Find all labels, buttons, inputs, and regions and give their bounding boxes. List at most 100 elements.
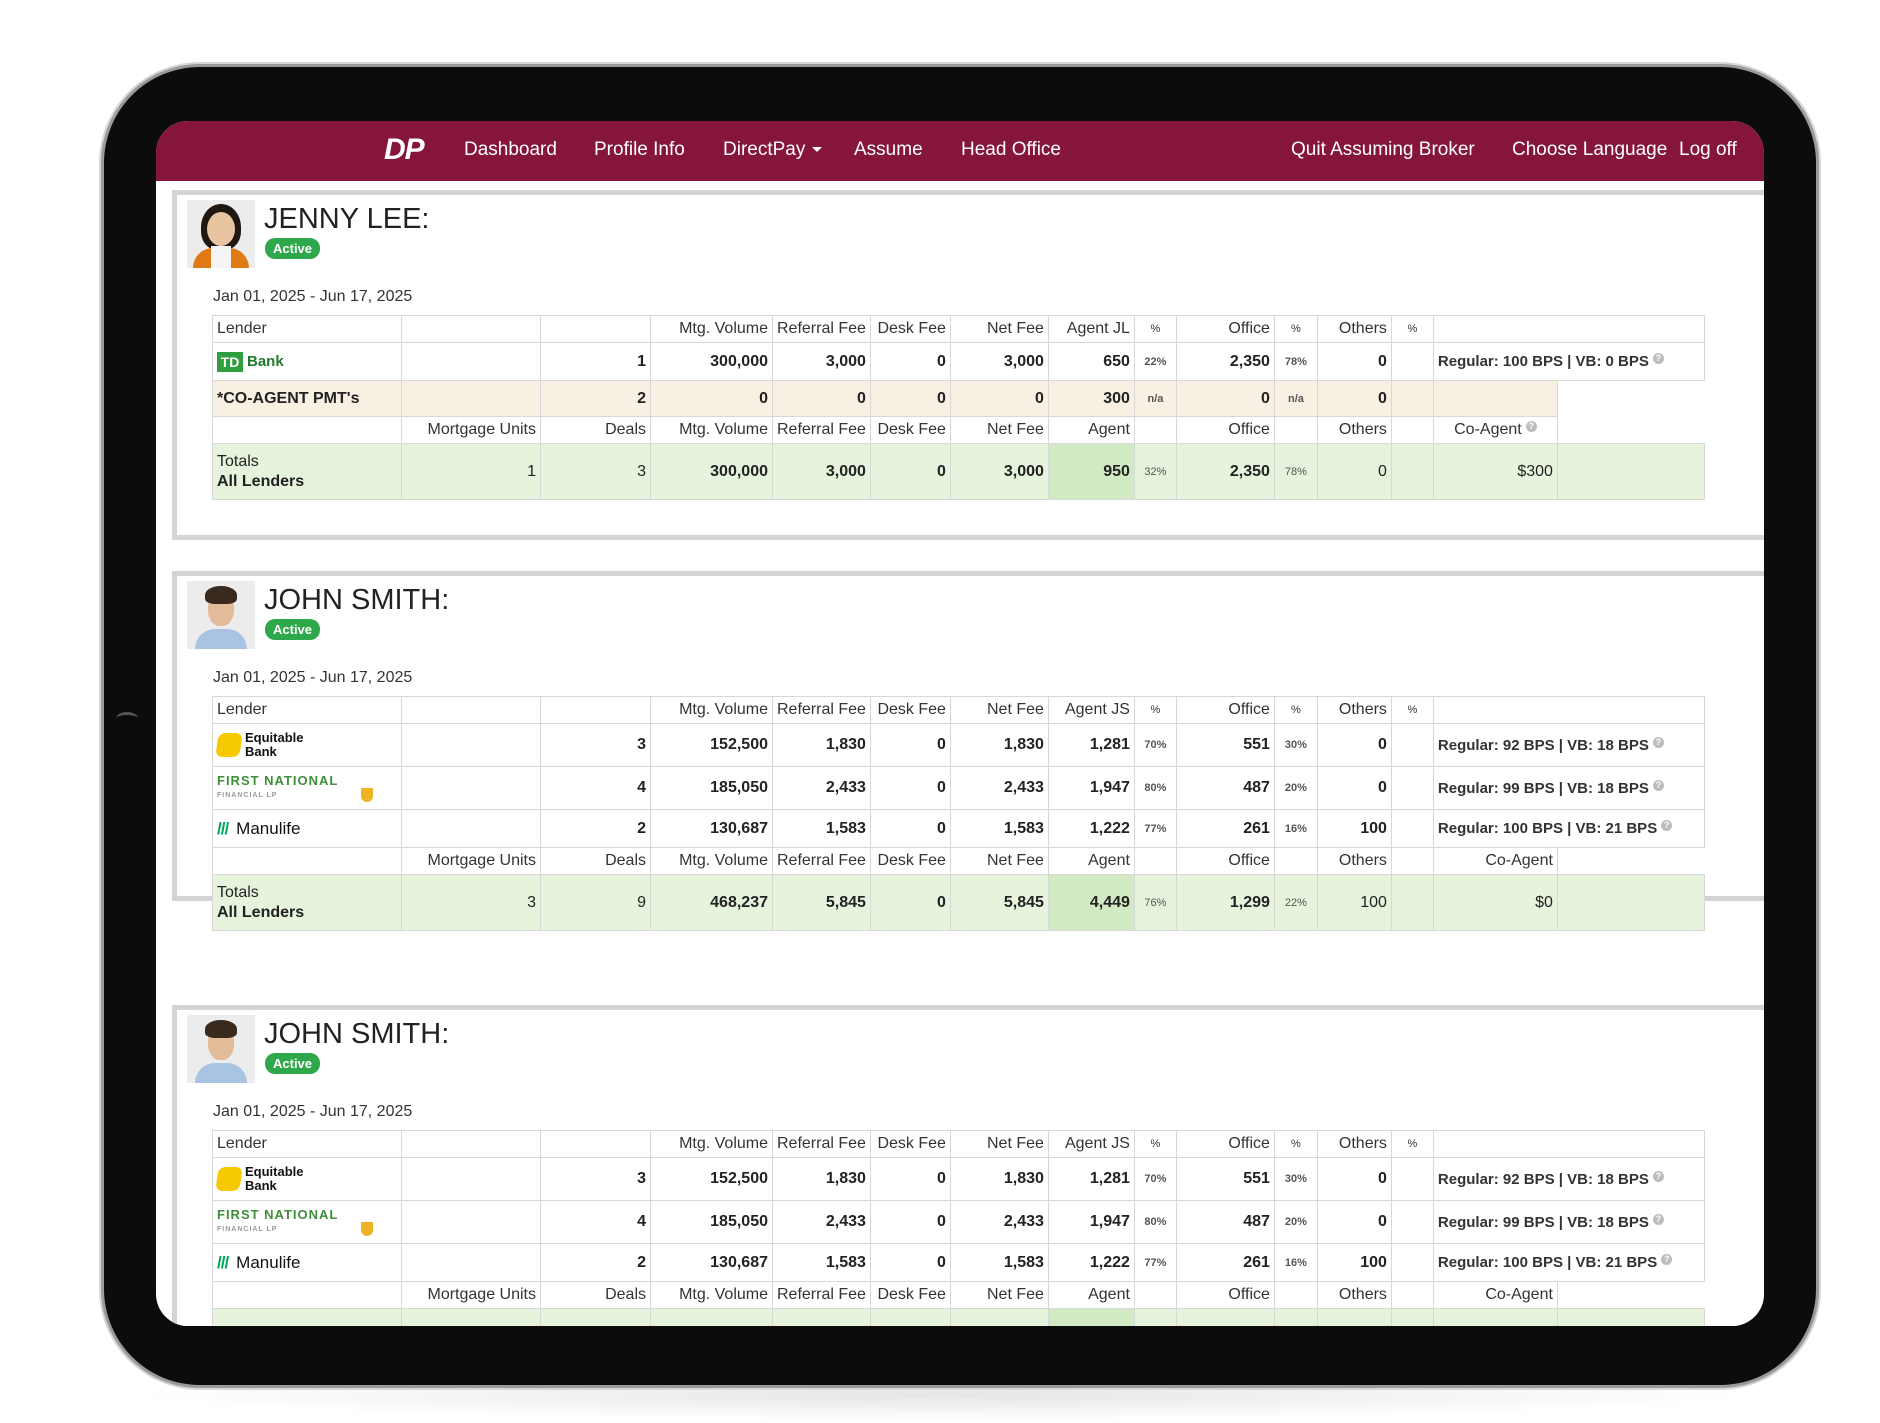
broker-panel: JOHN SMITH: Active Jan 01, 2025 - Jun 17… [172,571,1764,931]
units-cell [401,723,541,767]
lender-table: Lender Mtg. Volume Referral Fee Desk Fee… [212,1130,1705,1326]
totals-header-row: Mortgage Units Deals Mtg. Volume Referra… [212,1281,1705,1309]
help-icon[interactable]: ? [1652,1213,1664,1225]
first-national-logo: FIRST NATIONAL [217,773,339,788]
net-fee-cell: 3,000 [949,342,1049,381]
lender-name: Bank [245,1178,277,1193]
shield-icon [361,788,374,802]
col-pct: % [1133,315,1177,343]
nav-log-off[interactable]: Log off [1679,139,1737,160]
table-row[interactable]: TD Bank 1 300,000 3,000 0 3,000 650 22% 2… [212,342,1705,381]
col-agent: Agent [1047,1281,1135,1309]
td-bank-logo: TD [217,351,243,372]
deals-cell: 2 [540,1243,651,1282]
broker-panel: JOHN SMITH: Active Jan 01, 2025 - Jun 17… [172,1005,1764,1326]
help-icon[interactable]: ? [1652,353,1664,364]
office-pct-cell: 30% [1273,1157,1318,1201]
agent-pct-cell: 70% [1133,1157,1177,1201]
office-pct-cell: 22% [1273,874,1318,931]
others-cell: 0 [1316,1200,1392,1244]
desk-fee-cell: 0 [937,462,946,480]
col-agent: Agent JL [1047,315,1135,343]
referral-fee-cell: 3,000 [772,342,871,381]
agent-cell: 1,222 [1047,809,1135,848]
nav-dashboard[interactable]: Dashboard [464,139,557,160]
dp-logo[interactable]: DP [384,133,425,166]
table-row[interactable]: /// Manulife 2 130,687 1,583 0 1,583 1,22… [212,1243,1705,1282]
lender-cell: /// Manulife [212,809,402,848]
bps-info: Regular: 99 BPS | VB: 18 BPS [1437,1213,1649,1231]
office-cell: 1,299 [1229,893,1270,911]
col-office: Office [1175,315,1275,343]
desk-fee-cell: 0 [869,1243,951,1282]
col-pct: % [1390,696,1434,724]
units-cell [401,809,541,848]
table-row[interactable]: /// Manulife 2 130,687 1,583 0 1,583 1,22… [212,809,1705,848]
col-agent: Agent [1047,416,1135,444]
help-icon[interactable]: ? [1652,779,1664,791]
office-pct-cell: 30% [1273,723,1318,767]
help-icon[interactable]: ? [1525,421,1537,432]
units-cell: 1 [401,443,541,500]
lender-cell: Equitable Bank [212,1157,402,1201]
office-pct-cell: 16% [1273,1243,1318,1282]
col-pct: % [1133,1130,1177,1158]
col-co-agent: Co-Agent [1432,847,1558,875]
col-mtg-volume: Mtg. Volume [650,315,773,343]
agent-pct-cell: 70% [1133,723,1177,767]
nav-choose-language[interactable]: Choose Language [1512,139,1668,160]
lender-cell: Equitable Bank [212,723,402,767]
col-net-fee: Net Fee [949,1130,1049,1158]
table-row[interactable]: Equitable Bank 3 152,500 1,830 0 1,830 1,… [212,723,1705,767]
nav-profile-info[interactable]: Profile Info [594,139,685,160]
office-pct-cell: 16% [1273,809,1318,848]
help-icon[interactable]: ? [1652,736,1664,748]
nav-directpay-dropdown[interactable]: DirectPay [723,139,823,161]
header-row: Lender Mtg. Volume Referral Fee Desk Fee… [212,315,1705,343]
mtg-volume-cell: 152,500 [650,723,773,767]
col-referral-fee: Referral Fee [772,416,871,444]
col-referral-fee: Referral Fee [772,847,871,875]
lender-cell: /// Manulife [212,1243,402,1282]
lender-name: Bank [245,744,277,759]
col-office: Office [1175,1281,1275,1309]
referral-fee-cell: 2,433 [772,766,871,810]
deals-cell: 4 [540,766,651,810]
date-range: Jan 01, 2025 - Jun 17, 2025 [213,669,413,686]
col-mtg-volume: Mtg. Volume [650,847,773,875]
lender-name: Manulife [236,1252,301,1272]
office-pct-cell: 78% [1273,342,1318,381]
col-deals: Deals [540,847,651,875]
col-desk-fee: Desk Fee [869,847,951,875]
col-pct: % [1133,696,1177,724]
nav-quit-assuming-broker[interactable]: Quit Assuming Broker [1291,139,1475,160]
agent-pct-cell: 77% [1133,809,1177,848]
bps-info-cell: Regular: 99 BPS | VB: 18 BPS? [1432,766,1705,810]
net-fee-cell: 5,845 [1003,893,1044,911]
others-cell: 0 [1316,380,1392,417]
referral-fee-cell: 2,433 [772,1200,871,1244]
broker-name: JOHN SMITH: [264,584,450,616]
col-desk-fee: Desk Fee [869,416,951,444]
table-row[interactable]: FIRST NATIONAL FINANCIAL LP 4 185,050 2,4… [212,766,1705,810]
deals-cell: 3 [540,443,651,500]
table-row[interactable]: FIRST NATIONAL FINANCIAL LP 4 185,050 2,4… [212,1200,1705,1244]
nav-head-office[interactable]: Head Office [961,139,1061,160]
agent-cell: 1,947 [1047,1200,1135,1244]
table-row[interactable]: Equitable Bank 3 152,500 1,830 0 1,830 1,… [212,1157,1705,1201]
col-lender: Lender [212,696,402,724]
col-desk-fee: Desk Fee [869,1281,951,1309]
help-icon[interactable]: ? [1661,820,1673,831]
office-pct-cell: n/a [1273,380,1318,417]
col-others: Others [1316,696,1392,724]
nav-assume[interactable]: Assume [854,139,923,160]
help-icon[interactable]: ? [1661,1254,1673,1265]
col-pct: % [1273,696,1318,724]
others-cell: 100 [1316,1243,1392,1282]
mtg-volume-cell: 300,000 [650,342,773,381]
help-icon[interactable]: ? [1652,1170,1664,1182]
co-agent-label: Co-Agent [1454,421,1522,438]
col-referral-fee: Referral Fee [772,1130,871,1158]
office-cell: 2,350 [1229,462,1270,480]
bps-info: Regular: 92 BPS | VB: 18 BPS [1437,736,1649,754]
